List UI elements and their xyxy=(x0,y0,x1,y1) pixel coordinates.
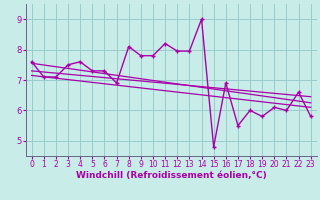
X-axis label: Windchill (Refroidissement éolien,°C): Windchill (Refroidissement éolien,°C) xyxy=(76,171,267,180)
